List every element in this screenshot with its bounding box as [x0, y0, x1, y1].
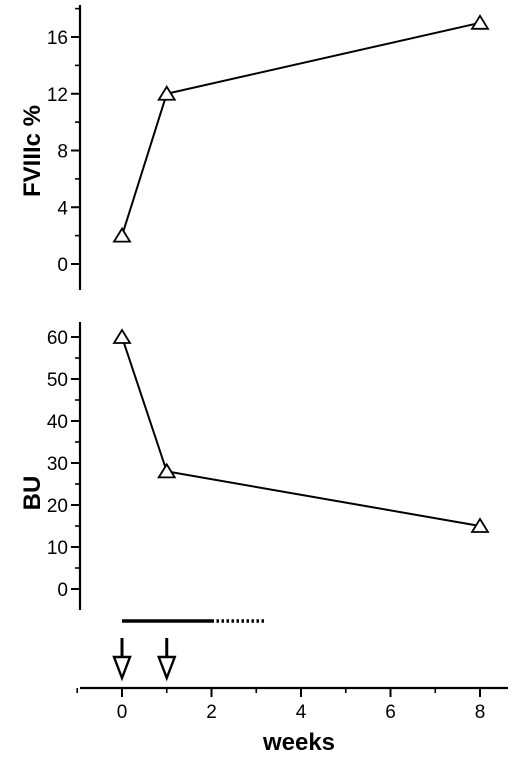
fviiic-series-line: [121, 21, 481, 236]
x-axis-title: weeks: [262, 729, 335, 756]
x-tick-label: 2: [206, 702, 217, 723]
fviiic-tick-label: 8: [57, 142, 68, 163]
bu-y-axis: 0 10 20 30 40 50 60: [47, 322, 82, 610]
bu-series-line: [121, 336, 481, 527]
weeks-x-axis: 0 2 4 6 8: [76, 686, 508, 723]
dose-arrow-head: [157, 655, 177, 682]
x-tick-label: 6: [385, 702, 396, 723]
x-tick-label: 0: [117, 702, 128, 723]
fviiic-panel: 0 4 8 12 16 FVIIIc %: [19, 5, 490, 290]
bu-point-marker: [112, 328, 132, 344]
bu-point-marker: [470, 517, 490, 533]
fviiic-tick-label: 12: [47, 85, 68, 106]
fviiic-y-axis-title: FVIIIc %: [19, 105, 46, 197]
dose-arrow-head: [112, 655, 132, 682]
bu-series: [112, 328, 490, 533]
x-tick-label: 4: [296, 702, 307, 723]
bu-tick-label: 40: [47, 412, 68, 433]
fviiic-tick-label: 0: [57, 255, 68, 276]
bu-tick-label: 0: [57, 580, 68, 601]
fviiic-point-marker: [157, 85, 177, 101]
bu-panel: 0 10 20 30 40 50 60 BU: [19, 322, 490, 610]
bu-tick-label: 30: [47, 454, 68, 475]
fviiic-y-axis: 0 4 8 12 16: [47, 5, 82, 290]
bu-tick-label: 10: [47, 538, 68, 559]
treatment-timeline: [112, 619, 266, 682]
fviiic-point-marker: [112, 226, 132, 243]
bu-tick-label: 50: [47, 370, 68, 391]
bu-point-marker: [157, 462, 177, 479]
bu-tick-label: 60: [47, 328, 68, 349]
fviiic-series: [112, 14, 490, 243]
bu-tick-label: 20: [47, 496, 68, 517]
bu-y-axis-title: BU: [19, 476, 46, 511]
fviiic-tick-label: 16: [47, 28, 68, 49]
fviiic-point-marker: [470, 14, 490, 30]
x-tick-label: 8: [475, 702, 486, 723]
fviiic-tick-label: 4: [57, 198, 68, 219]
